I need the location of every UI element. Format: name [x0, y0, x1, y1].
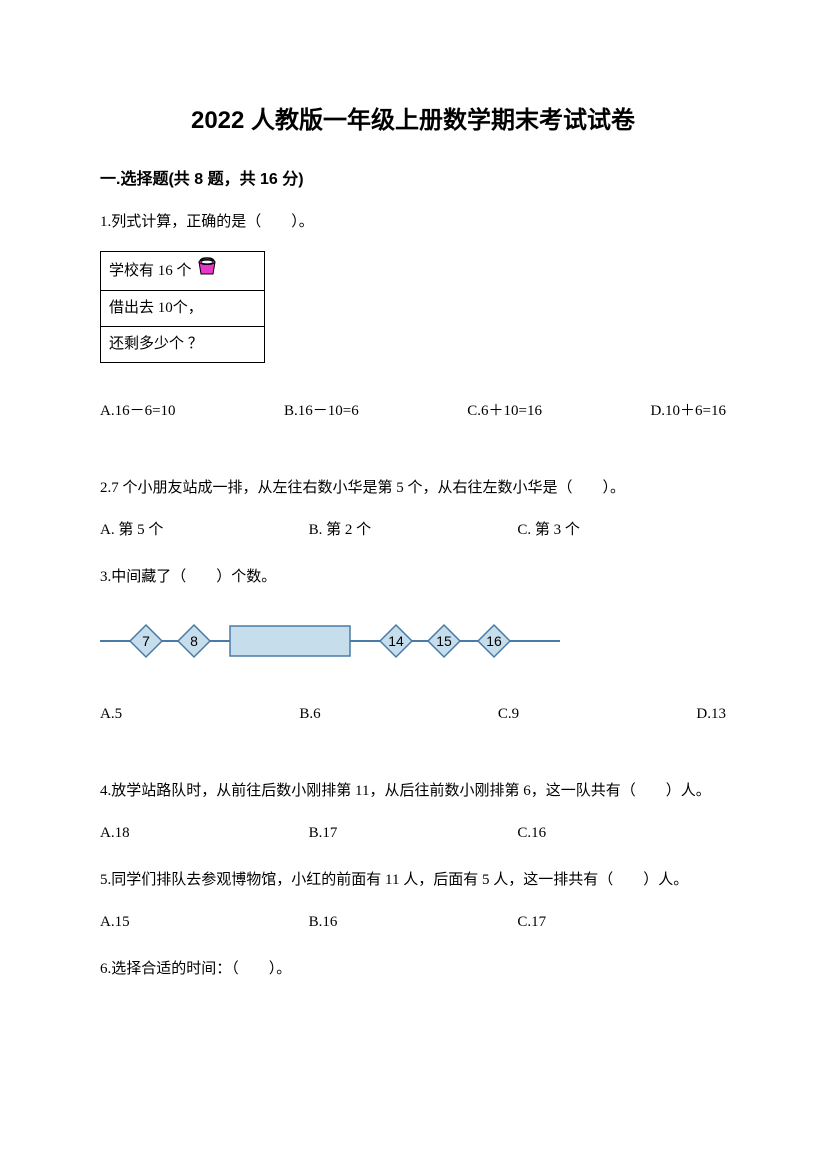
page-title: 2022 人教版一年级上册数学期末考试试卷: [100, 100, 726, 135]
q1-box-row1: 学校有 16 个: [101, 252, 264, 291]
q5-options: A.15 B.16 C.17: [100, 909, 726, 936]
section-header: 一.选择题(共 8 题，共 16 分): [100, 165, 726, 189]
q4-option-c: C.16: [517, 820, 726, 847]
question-6: 6.选择合适的时间：（ ）。: [100, 956, 726, 983]
q3-option-a: A.5: [100, 701, 122, 728]
question-2: 2.7 个小朋友站成一排，从左往右数小华是第 5 个，从右往左数小华是（ ）。 …: [100, 475, 726, 544]
q4-option-b: B.17: [309, 820, 518, 847]
q3-option-b: B.6: [299, 701, 320, 728]
q6-text: 6.选择合适的时间：（ ）。: [100, 956, 726, 983]
diamond-7: 7: [142, 633, 150, 649]
q1-option-a: A.16－6=10: [100, 398, 176, 425]
q2-option-b: B. 第 2 个: [309, 517, 518, 544]
q1-box-row3: 还剩多少个 ？: [101, 327, 264, 362]
question-4: 4.放学站路队时，从前往后数小刚排第 11，从后往前数小刚排第 6，这一队共有（…: [100, 778, 726, 847]
q2-option-c: C. 第 3 个: [517, 517, 726, 544]
q2-text: 2.7 个小朋友站成一排，从左往右数小华是第 5 个，从右往左数小华是（ ）。: [100, 475, 726, 502]
q2-option-a: A. 第 5 个: [100, 517, 309, 544]
q5-option-a: A.15: [100, 909, 309, 936]
question-3: 3.中间藏了（ ）个数。 7 8 14: [100, 564, 726, 728]
q3-text: 3.中间藏了（ ）个数。: [100, 564, 726, 591]
bucket-icon: [196, 256, 218, 286]
q3-number-line: 7 8 14 15 16: [100, 616, 726, 676]
q4-text: 4.放学站路队时，从前往后数小刚排第 11，从后往前数小刚排第 6，这一队共有（…: [100, 778, 726, 805]
diamond-16: 16: [486, 633, 502, 649]
q1-text: 1.列式计算，正确的是（ ）。: [100, 209, 726, 236]
q3-options: A.5 B.6 C.9 D.13: [100, 701, 726, 728]
q5-option-c: C.17: [517, 909, 726, 936]
diamond-15: 15: [436, 633, 452, 649]
q1-problem-box: 学校有 16 个 借出去 10个， 还剩多少个 ？: [100, 251, 265, 363]
question-5: 5.同学们排队去参观博物馆，小红的前面有 11 人，后面有 5 人，这一排共有（…: [100, 867, 726, 936]
diamond-8: 8: [190, 633, 198, 649]
q3-option-c: C.9: [498, 701, 519, 728]
q1-box-row2: 借出去 10个，: [101, 291, 264, 327]
q2-options: A. 第 5 个 B. 第 2 个 C. 第 3 个: [100, 517, 726, 544]
q1-box-row1-text: 学校有 16 个: [109, 258, 192, 285]
q3-option-d: D.13: [696, 701, 726, 728]
question-1: 1.列式计算，正确的是（ ）。 学校有 16 个 借出去 10个， 还剩多少个 …: [100, 209, 726, 425]
q4-options: A.18 B.17 C.16: [100, 820, 726, 847]
q1-option-d: D.10＋6=16: [650, 398, 726, 425]
diamond-14: 14: [388, 633, 404, 649]
q1-option-c: C.6＋10=16: [467, 398, 542, 425]
q5-text: 5.同学们排队去参观博物馆，小红的前面有 11 人，后面有 5 人，这一排共有（…: [100, 867, 726, 894]
q1-options: A.16－6=10 B.16－10=6 C.6＋10=16 D.10＋6=16: [100, 398, 726, 425]
q5-option-b: B.16: [309, 909, 518, 936]
q4-option-a: A.18: [100, 820, 309, 847]
q1-option-b: B.16－10=6: [284, 398, 359, 425]
